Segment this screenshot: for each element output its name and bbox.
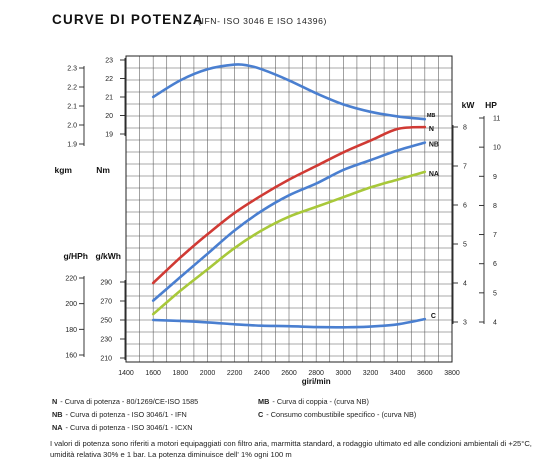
curve-tag-c: C: [431, 313, 436, 320]
axis-tick-label-power_hp: 8: [493, 203, 497, 210]
axis-tick-label-power_hp: 6: [493, 261, 497, 268]
x-tick-label: 3000: [336, 370, 352, 377]
legend-key-c: C: [258, 410, 264, 419]
x-tick-label: 2000: [200, 370, 216, 377]
series-line-mb: [151, 63, 427, 121]
plot-frame: [125, 55, 453, 363]
x-tick-label: 3600: [417, 370, 433, 377]
axis-tick-label-torque_kgm: 2.2: [67, 85, 77, 92]
axis-tick-label-sfc_gkwh: 290: [100, 280, 112, 287]
axis-tick-label-torque_kgm: 2.3: [67, 66, 77, 73]
grid-layer: [125, 55, 453, 363]
legend-key-mb: MB: [258, 397, 270, 406]
series-layer: [151, 63, 427, 329]
legend-text-nb: - Curva di potenza - ISO 3046/1 - IFN: [65, 410, 187, 419]
axis-tick-label-power_kw: 5: [463, 242, 467, 249]
x-tick-label: 1600: [145, 370, 161, 377]
series-line-c: [151, 317, 427, 329]
axis-tick-label-sfc_ghph: 160: [65, 353, 77, 360]
series-line-nb: [151, 141, 427, 302]
axis-tick-label-torque_nm: 23: [105, 58, 113, 65]
axis-title-power_hp: HP: [485, 100, 497, 110]
axis-tick-label-power_kw: 7: [463, 164, 467, 171]
x-tick-label: 3800: [444, 370, 460, 377]
axis-tick-label-power_kw: 8: [463, 125, 467, 132]
x-axis-label: giri/min: [302, 377, 331, 386]
axis-tick-label-power_hp: 7: [493, 232, 497, 239]
axis-tick-label-power_kw: 3: [463, 320, 467, 327]
axis-tick-label-sfc_gkwh: 210: [100, 356, 112, 363]
axis-tick-label-power_hp: 10: [493, 145, 501, 152]
axis-tick-label-torque_nm: 19: [105, 132, 113, 139]
axis-tick-label-power_hp: 5: [493, 290, 497, 297]
legend-key-na: NA: [52, 423, 63, 432]
x-tick-label: 3200: [363, 370, 379, 377]
x-tick-label: 1400: [118, 370, 134, 377]
legend-c: C- Consumo combustibile specifico - (cur…: [258, 410, 416, 419]
legend-na: NA - Curva di potenza - ISO 3046/1 - ICXN: [52, 423, 193, 432]
legend-key-nb: NB: [52, 410, 63, 419]
axis-tick-label-sfc_ghph: 220: [65, 276, 77, 283]
axis-tick-label-torque_kgm: 1.9: [67, 142, 77, 149]
x-tick-label: 2600: [281, 370, 297, 377]
curve-tag-n: N: [429, 126, 434, 133]
axis-title-sfc_gkwh: g/kWh: [96, 251, 122, 261]
x-tick-label: 2200: [227, 370, 243, 377]
series-line-n: [151, 125, 427, 285]
legend-n: N- Curva di potenza - 80/1269/CE-ISO 158…: [52, 397, 198, 406]
axis-title-torque_kgm: kgm: [55, 165, 73, 175]
series-line-na: [151, 170, 427, 316]
curve-tag-nb: NB: [429, 142, 439, 149]
axis-tick-label-power_hp: 9: [493, 174, 497, 181]
axis-title-torque_nm: Nm: [96, 165, 110, 175]
x-tick-label: 1800: [173, 370, 189, 377]
axis-tick-label-torque_nm: 21: [105, 95, 113, 102]
axis-tick-label-power_hp: 11: [493, 116, 500, 123]
axis-tick-label-sfc_gkwh: 250: [100, 318, 112, 325]
axis-tick-label-power_kw: 6: [463, 203, 467, 210]
x-tick-label: 2400: [254, 370, 270, 377]
axis-tick-label-sfc_gkwh: 230: [100, 337, 112, 344]
axis-tick-label-sfc_gkwh: 270: [100, 299, 112, 306]
axis-tick-label-torque_kgm: 2.1: [67, 104, 77, 111]
axis-tick-label-sfc_ghph: 180: [65, 327, 77, 334]
legend-text-na: - Curva di potenza - ISO 3046/1 - ICXN: [65, 423, 193, 432]
legend-text-n: - Curva di potenza - 80/1269/CE-ISO 1585: [60, 397, 199, 406]
x-tick-label: 2800: [308, 370, 324, 377]
axis-tick-label-power_hp: 4: [493, 320, 497, 327]
curve-tag-mb: MB: [427, 113, 436, 119]
curve-tag-na: NA: [429, 171, 439, 178]
chart-subtitle: (IFN- ISO 3046 E ISO 14396): [198, 16, 327, 26]
chart-title: CURVE DI POTENZA: [52, 12, 204, 27]
tag-layer: MB N NB NA C: [427, 113, 439, 320]
axis-title-power_kw: kW: [462, 100, 476, 110]
x-tick-label: 3400: [390, 370, 406, 377]
legend-mb: MB - Curva di coppia - (curva NB): [258, 397, 369, 406]
legend-key-n: N: [52, 397, 58, 406]
axis-tick-label-torque_nm: 22: [105, 76, 113, 83]
legend-nb: NB - Curva di potenza - ISO 3046/1 - IFN: [52, 410, 187, 419]
axis-tick-label-power_kw: 4: [463, 281, 467, 288]
legend-text-mb: - Curva di coppia - (curva NB): [272, 397, 369, 406]
footnote: I valori di potenza sono riferiti a moto…: [50, 439, 532, 459]
axis-title-sfc_ghph: g/HPh: [63, 251, 88, 261]
axis-tick-label-torque_nm: 20: [105, 113, 113, 120]
axis-layer: 1400 1600 1800 2000 2200 2400 2600 2800 3000 3200…: [55, 58, 501, 387]
axis-tick-label-sfc_ghph: 200: [65, 301, 77, 308]
axis-tick-label-torque_kgm: 2.0: [67, 123, 77, 130]
legend-text-c: - Consumo combustibile specifico - (curv…: [266, 410, 417, 419]
